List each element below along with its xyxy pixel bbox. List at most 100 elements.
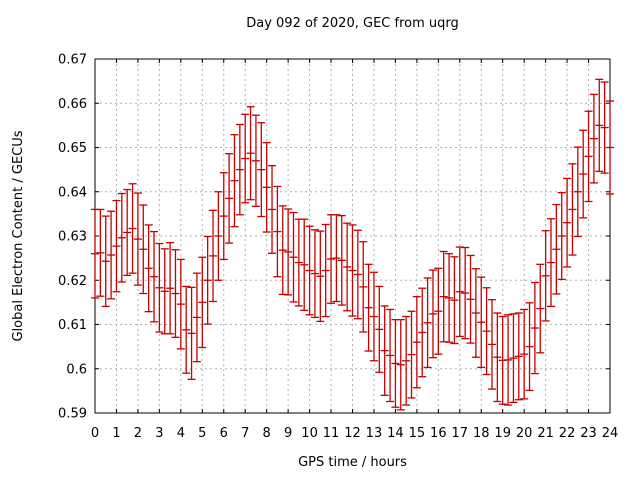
y-tick-label: 0.65 (58, 141, 87, 156)
y-axis-label: Global Electron Content / GECUs (11, 130, 26, 341)
error-bar (445, 253, 454, 343)
y-tick-label: 0.61 (58, 318, 87, 333)
error-bar (144, 224, 153, 313)
error-bar (112, 199, 121, 293)
x-tick-label: 3 (155, 426, 163, 441)
x-tick-label: 24 (602, 426, 619, 441)
x-tick-label: 14 (387, 426, 404, 441)
error-bar (552, 203, 561, 295)
error-bar (353, 229, 362, 320)
error-bar (225, 153, 234, 244)
x-tick-label: 9 (284, 426, 292, 441)
x-tick-label: 20 (516, 426, 533, 441)
x-tick-label: 19 (494, 426, 511, 441)
error-bar (235, 123, 244, 216)
x-tick-label: 4 (177, 426, 185, 441)
error-bar (536, 263, 545, 354)
error-bar (332, 214, 341, 303)
error-bar (477, 276, 486, 369)
error-bar (101, 215, 110, 308)
x-axis-label: GPS time / hours (298, 455, 407, 470)
error-bar (348, 224, 357, 317)
error-bar (600, 81, 609, 174)
error-bar (606, 100, 614, 195)
error-bar (251, 114, 260, 208)
error-bar (300, 218, 309, 311)
error-bar (493, 312, 502, 403)
error-bar (150, 230, 159, 323)
error-bar (546, 218, 555, 308)
error-bar (573, 146, 582, 238)
error-bar (541, 230, 550, 322)
error-bar (595, 78, 604, 173)
error-bar (198, 256, 207, 349)
error-bar (155, 242, 164, 333)
x-tick-label: 2 (134, 426, 142, 441)
error-bar (171, 249, 180, 338)
error-bar (487, 299, 496, 390)
error-bar (557, 191, 566, 281)
y-tick-label: 0.63 (58, 230, 87, 245)
x-tick-label: 17 (452, 426, 469, 441)
x-tick-label: 23 (580, 426, 597, 441)
error-bar (482, 287, 491, 376)
error-bar (504, 314, 513, 406)
error-bar (584, 110, 593, 203)
error-bar (563, 177, 572, 268)
x-tick-label: 6 (220, 426, 228, 441)
error-bar (461, 246, 470, 340)
error-bar (192, 272, 201, 363)
y-tick-label: 0.59 (58, 407, 87, 422)
x-tick-label: 10 (301, 426, 318, 441)
error-bar (96, 208, 105, 297)
axis-ticks (94, 58, 611, 414)
error-bar (428, 269, 437, 359)
error-bar (268, 164, 277, 254)
error-bar (386, 308, 395, 403)
error-bar (568, 163, 577, 256)
error-bar (166, 241, 175, 335)
x-tick-label: 12 (344, 426, 361, 441)
x-tick-label: 16 (430, 426, 447, 441)
error-bar (257, 122, 266, 218)
error-bar (375, 285, 384, 373)
x-tick-label: 21 (537, 426, 554, 441)
error-bar (327, 214, 336, 304)
x-tick-label: 13 (366, 426, 383, 441)
error-bar (402, 315, 411, 406)
error-bar (294, 218, 303, 307)
error-bar (509, 313, 518, 404)
error-bar (316, 230, 325, 323)
error-bar (262, 141, 271, 233)
error-bar (471, 268, 480, 358)
error-bar (466, 254, 475, 344)
y-tick-labels: 0.59 0.6 0.61 0.62 0.63 0.64 0.65 0.66 0.67 (58, 53, 87, 422)
error-bar (203, 235, 212, 325)
error-bar (273, 185, 282, 278)
error-bar (514, 312, 523, 401)
x-tick-labels: 0 1 2 3 4 5 6 7 8 9 10 11 12 13 14 15 16 17 18 19 20 21 22 23 24 (91, 426, 618, 441)
error-bar (246, 106, 255, 201)
x-tick-label: 15 (409, 426, 426, 441)
error-bar (139, 204, 148, 295)
error-bar (214, 191, 223, 281)
x-tick-label: 0 (91, 426, 99, 441)
x-tick-label: 5 (198, 426, 206, 441)
error-bar (337, 214, 346, 306)
error-bar (589, 93, 598, 184)
error-bar (289, 211, 298, 303)
x-tick-label: 7 (241, 426, 249, 441)
error-bar (364, 263, 373, 352)
x-tick-label: 18 (473, 426, 490, 441)
error-bar (310, 229, 319, 319)
chart-title: Day 092 of 2020, GEC from uqrg (246, 16, 459, 31)
y-tick-label: 0.6 (66, 362, 87, 377)
error-bar (579, 129, 588, 219)
error-bar (380, 305, 389, 396)
error-bar (241, 113, 250, 204)
error-bar (133, 192, 142, 286)
error-bars-series (91, 78, 614, 411)
x-tick-label: 8 (263, 426, 271, 441)
error-bar (123, 188, 132, 277)
